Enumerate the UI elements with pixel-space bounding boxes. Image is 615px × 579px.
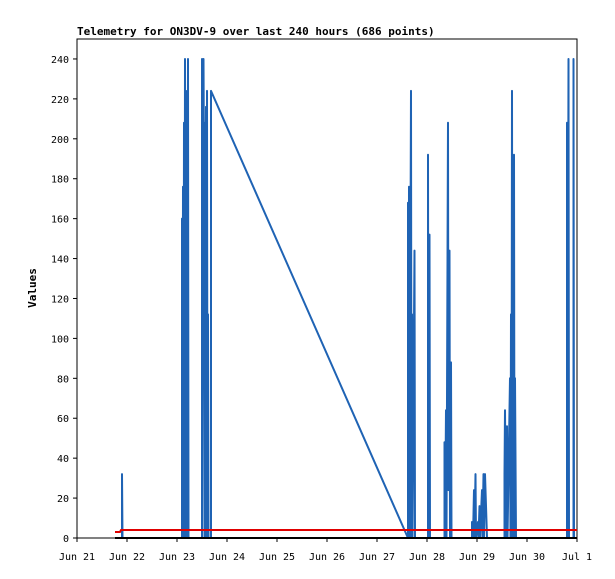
x-tick-label: Jun 30 (509, 552, 545, 563)
plot-area (76, 38, 578, 539)
x-tick-label: Jun 28 (409, 552, 445, 563)
y-tick-label: 220 (51, 95, 69, 106)
y-axis: 0 20 40 60 80 100 120 140 160 180 200 220 240 (51, 55, 77, 545)
series-line-0 (121, 58, 575, 539)
y-tick-label: 60 (57, 414, 69, 425)
y-tick-label: 180 (51, 175, 69, 186)
x-tick-label: Jul 1 (562, 552, 592, 563)
x-tick-label: Jun 22 (109, 552, 145, 563)
y-tick-label: 240 (51, 55, 69, 66)
x-tick-label: Jun 27 (359, 552, 395, 563)
x-tick-label: Jun 24 (209, 552, 245, 563)
x-tick-label: Jun 26 (309, 552, 345, 563)
x-tick-label: Jun 23 (159, 552, 195, 563)
y-tick-label: 20 (57, 494, 69, 505)
y-tick-label: 100 (51, 334, 69, 345)
y-tick-label: 40 (57, 454, 69, 465)
x-tick-label: Jun 25 (259, 552, 295, 563)
y-axis-label: Values (26, 268, 39, 308)
y-tick-label: 120 (51, 294, 69, 305)
y-tick-label: 80 (57, 374, 69, 385)
chart-title: Telemetry for ON3DV-9 over last 240 hour… (77, 25, 435, 38)
y-tick-label: 200 (51, 135, 69, 146)
y-tick-label: 140 (51, 255, 69, 266)
y-tick-label: 160 (51, 215, 69, 226)
y-tick-label: 0 (63, 534, 69, 545)
series-line-1 (115, 529, 577, 533)
x-tick-label: Jun 21 (59, 552, 95, 563)
series-layer (115, 58, 577, 539)
x-tick-label: Jun 29 (459, 552, 495, 563)
x-axis: Jun 21 Jun 22 Jun 23 Jun 24 Jun 25 Jun 26 Jun … (59, 538, 592, 563)
